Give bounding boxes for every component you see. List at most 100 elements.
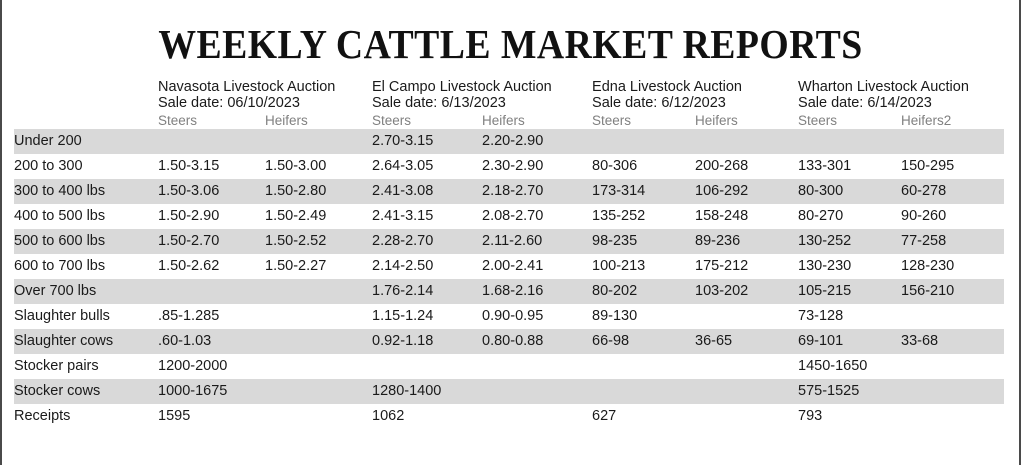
cell-value xyxy=(265,328,373,354)
cell-value xyxy=(265,378,373,404)
row-label: Over 700 lbs xyxy=(14,278,158,304)
subheader-wharton-heifers: Heifers2 xyxy=(901,112,952,128)
auction-name-navasota: Navasota Livestock Auction xyxy=(158,79,336,95)
cell-value xyxy=(695,128,799,154)
cell-value: 2.28-2.70 xyxy=(372,228,483,254)
table-row: Receipts 1595 1062 627 793 xyxy=(14,404,1004,429)
cell-value xyxy=(265,304,372,329)
subheader-el-campo-steers: Steers xyxy=(372,112,412,128)
row-label: 400 to 500 lbs xyxy=(14,207,106,224)
subheader-el-campo-heifers: Heifers xyxy=(482,112,525,128)
cell-value xyxy=(695,404,798,429)
auction-name-wharton: Wharton Livestock Auction xyxy=(798,79,969,95)
cell-value: 1.50-3.15 xyxy=(158,157,220,174)
cell-value: 1000-1675 xyxy=(158,378,265,404)
cell-value: 66-98 xyxy=(592,328,696,354)
subheader-edna-steers: Steers xyxy=(592,112,632,128)
cell-value: 2.70-3.15 xyxy=(372,128,483,154)
cell-value: 103-202 xyxy=(695,278,799,304)
cell-value: 1595 xyxy=(158,407,191,424)
cell-value: 135-252 xyxy=(592,207,646,224)
cell-value xyxy=(592,354,695,379)
cell-value: 73-128 xyxy=(798,307,844,324)
cell-value: 100-213 xyxy=(592,257,646,274)
cell-value xyxy=(482,378,593,404)
row-label: Slaughter bulls xyxy=(14,307,110,324)
cell-value: 0.92-1.18 xyxy=(372,328,483,354)
cell-value: 1.50-3.06 xyxy=(158,178,265,204)
cell-value: 2.30-2.90 xyxy=(482,157,544,174)
cell-value: 156-210 xyxy=(901,278,1005,304)
cell-value: 1200-2000 xyxy=(158,357,228,374)
cell-value: 2.41-3.08 xyxy=(372,178,483,204)
cell-value: 1.50-2.27 xyxy=(265,257,327,274)
cell-value xyxy=(798,128,902,154)
cell-value xyxy=(901,354,1004,379)
table-row: 300 to 400 lbs 1.50-3.06 1.50-2.80 2.41-3.0… xyxy=(14,178,1005,204)
table-row: Stocker pairs 1200-2000 1450-1650 xyxy=(14,354,1004,379)
cell-value: 1280-1400 xyxy=(372,378,483,404)
header-spacer-sub xyxy=(14,113,158,129)
cell-value xyxy=(265,278,373,304)
sale-date-el-campo: Sale date: 6/13/2023 xyxy=(372,95,506,112)
cell-value: 80-270 xyxy=(798,207,844,224)
cell-value: 173-314 xyxy=(592,178,696,204)
cell-value: 1.50-3.00 xyxy=(265,157,327,174)
cell-value: 2.14-2.50 xyxy=(372,257,434,274)
cell-value xyxy=(695,304,798,329)
cell-value: 98-235 xyxy=(592,228,696,254)
cell-value: 69-101 xyxy=(798,328,902,354)
cell-value: 105-215 xyxy=(798,278,902,304)
table-body: Under 200 2.70-3.15 2.20-2.90 200 to 300 1.5… xyxy=(14,128,1005,429)
cell-value: 2.18-2.70 xyxy=(482,178,593,204)
cell-value: 2.00-2.41 xyxy=(482,257,544,274)
cell-value: 2.20-2.90 xyxy=(482,128,593,154)
table-row: 500 to 600 lbs 1.50-2.70 1.50-2.52 2.28-2.7… xyxy=(14,228,1005,254)
cell-value: 106-292 xyxy=(695,178,799,204)
subheader-navasota-heifers: Heifers xyxy=(265,112,308,128)
cell-value: 90-260 xyxy=(901,207,947,224)
cell-value: 158-248 xyxy=(695,207,749,224)
cell-value: 80-300 xyxy=(798,178,902,204)
page-title: WEEKLY CATTLE MARKET REPORTS xyxy=(158,21,863,67)
cell-value xyxy=(482,404,592,429)
cell-value: 33-68 xyxy=(901,328,1005,354)
cell-value: 627 xyxy=(592,407,617,424)
cell-value: 1450-1650 xyxy=(798,357,868,374)
cell-value: 89-130 xyxy=(592,307,638,324)
row-label: 200 to 300 xyxy=(14,157,83,174)
cell-value: 1.15-1.24 xyxy=(372,307,434,324)
cell-value: 80-306 xyxy=(592,157,638,174)
cell-value: 200-268 xyxy=(695,157,749,174)
table-row: Stocker cows 1000-1675 1280-1400 575-1525 xyxy=(14,378,1005,404)
cell-value: 0.80-0.88 xyxy=(482,328,593,354)
cell-value: 2.08-2.70 xyxy=(482,207,544,224)
cell-value: 130-230 xyxy=(798,257,852,274)
cell-value: 128-230 xyxy=(901,257,955,274)
subheader-edna-heifers: Heifers xyxy=(695,112,738,128)
subheader-navasota-steers: Steers xyxy=(158,112,198,128)
cell-value xyxy=(901,128,1005,154)
cell-value: 1.68-2.16 xyxy=(482,278,593,304)
sale-date-edna: Sale date: 6/12/2023 xyxy=(592,95,726,112)
cell-value: 575-1525 xyxy=(798,378,902,404)
table-row: 600 to 700 lbs 1.50-2.62 1.50-2.27 2.14-2.5… xyxy=(14,254,1004,279)
row-label: Under 200 xyxy=(14,128,158,154)
row-label: Slaughter cows xyxy=(14,328,158,354)
cell-value xyxy=(592,378,696,404)
sub-column-row: Steers Heifers Steers Heifers Steers Hei… xyxy=(14,113,1004,129)
cell-value: 77-258 xyxy=(901,228,1005,254)
cell-value xyxy=(695,378,799,404)
cell-value xyxy=(158,278,265,304)
subheader-wharton-steers: Steers xyxy=(798,112,838,128)
cell-value: .60-1.03 xyxy=(158,328,265,354)
cell-value: 793 xyxy=(798,407,823,424)
cell-value xyxy=(265,128,373,154)
cell-value xyxy=(695,354,798,379)
cell-value: 80-202 xyxy=(592,278,696,304)
table-row: Slaughter cows .60-1.03 0.92-1.18 0.80-0.88… xyxy=(14,328,1005,354)
cell-value: 2.64-3.05 xyxy=(372,157,434,174)
cell-value: 1062 xyxy=(372,407,405,424)
auction-name-edna: Edna Livestock Auction xyxy=(592,79,742,95)
